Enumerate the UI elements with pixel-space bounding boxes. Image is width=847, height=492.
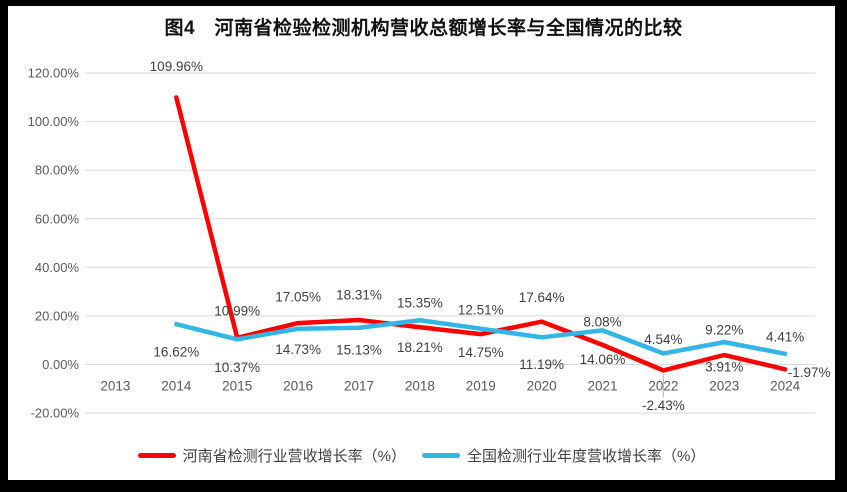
y-axis-tick-label: 0.00% bbox=[42, 357, 79, 372]
national-data-label: 11.19% bbox=[519, 357, 564, 372]
x-axis-tick-label: 2016 bbox=[283, 379, 313, 394]
henan-series-line bbox=[174, 95, 788, 373]
henan-data-label: 18.31% bbox=[336, 288, 382, 303]
national-legend-label: 全国检测行业年度营收增长率（%） bbox=[467, 447, 706, 465]
national-data-label: 14.75% bbox=[458, 345, 504, 360]
x-axis-tick-label: 2021 bbox=[587, 379, 617, 394]
henan-data-label: -1.97% bbox=[788, 365, 831, 380]
x-axis-tick-label: 2020 bbox=[527, 379, 557, 394]
national-data-label: 14.73% bbox=[275, 342, 321, 357]
national-data-label: 10.37% bbox=[214, 360, 260, 375]
national-data-label: 14.06% bbox=[580, 352, 626, 367]
national-data-label: 9.22% bbox=[705, 323, 743, 338]
chart-canvas bbox=[8, 6, 835, 480]
national-data-label: 4.54% bbox=[644, 332, 682, 347]
chart-title: 图4 河南省检验检测机构营收总额增长率与全国情况的比较 bbox=[164, 18, 683, 39]
x-axis-tick-label: 2024 bbox=[770, 379, 801, 394]
legend-item-henan: 河南省检测行业营收增长率（%） bbox=[137, 445, 406, 466]
y-axis-tick-label: 100.00% bbox=[28, 114, 80, 129]
y-axis-tick-label: 80.00% bbox=[35, 163, 80, 178]
national-data-label: 4.41% bbox=[766, 329, 804, 344]
henan-data-label: 17.05% bbox=[275, 290, 321, 305]
national-data-label: 15.13% bbox=[336, 342, 382, 357]
henan-data-label: 10.99% bbox=[214, 303, 260, 318]
y-axis-tick-label: 60.00% bbox=[35, 211, 80, 226]
x-axis-tick-label: 2017 bbox=[344, 379, 374, 394]
x-axis-tick-label: 2019 bbox=[466, 379, 496, 394]
x-axis-tick-label: 2015 bbox=[222, 379, 252, 394]
y-axis-tick-label: 20.00% bbox=[35, 308, 80, 323]
henan-data-label: 8.08% bbox=[583, 314, 621, 329]
henan-data-label: 12.51% bbox=[458, 303, 504, 318]
national-data-label: 16.62% bbox=[153, 345, 199, 360]
henan-data-label: -2.43% bbox=[642, 398, 685, 413]
y-axis-tick-label: 40.00% bbox=[35, 260, 80, 275]
national-series-line bbox=[174, 318, 788, 357]
y-axis-tick-label: 120.00% bbox=[28, 66, 80, 81]
henan-data-label: 15.35% bbox=[397, 296, 443, 311]
national-line-swatch bbox=[422, 452, 460, 458]
legend-item-national: 全国检测行业年度营收增长率（%） bbox=[422, 445, 705, 466]
x-axis-tick-label: 2014 bbox=[161, 379, 192, 394]
y-axis-tick-label: -20.00% bbox=[31, 406, 80, 421]
henan-data-label: 3.91% bbox=[705, 360, 743, 375]
henan-data-label: 17.64% bbox=[519, 290, 565, 305]
national-data-label: 18.21% bbox=[397, 340, 443, 355]
henan-line-swatch bbox=[137, 452, 176, 458]
henan-data-label: 109.96% bbox=[150, 59, 203, 74]
x-axis-tick-label: 2013 bbox=[100, 379, 130, 394]
x-axis-tick-label: 2018 bbox=[405, 379, 435, 394]
legend: 河南省检测行业营收增长率（%） 全国检测行业年度营收增长率（%） bbox=[8, 445, 835, 465]
x-axis-tick-label: 2023 bbox=[709, 379, 739, 394]
henan-legend-label: 河南省检测行业营收增长率（%） bbox=[182, 447, 406, 465]
